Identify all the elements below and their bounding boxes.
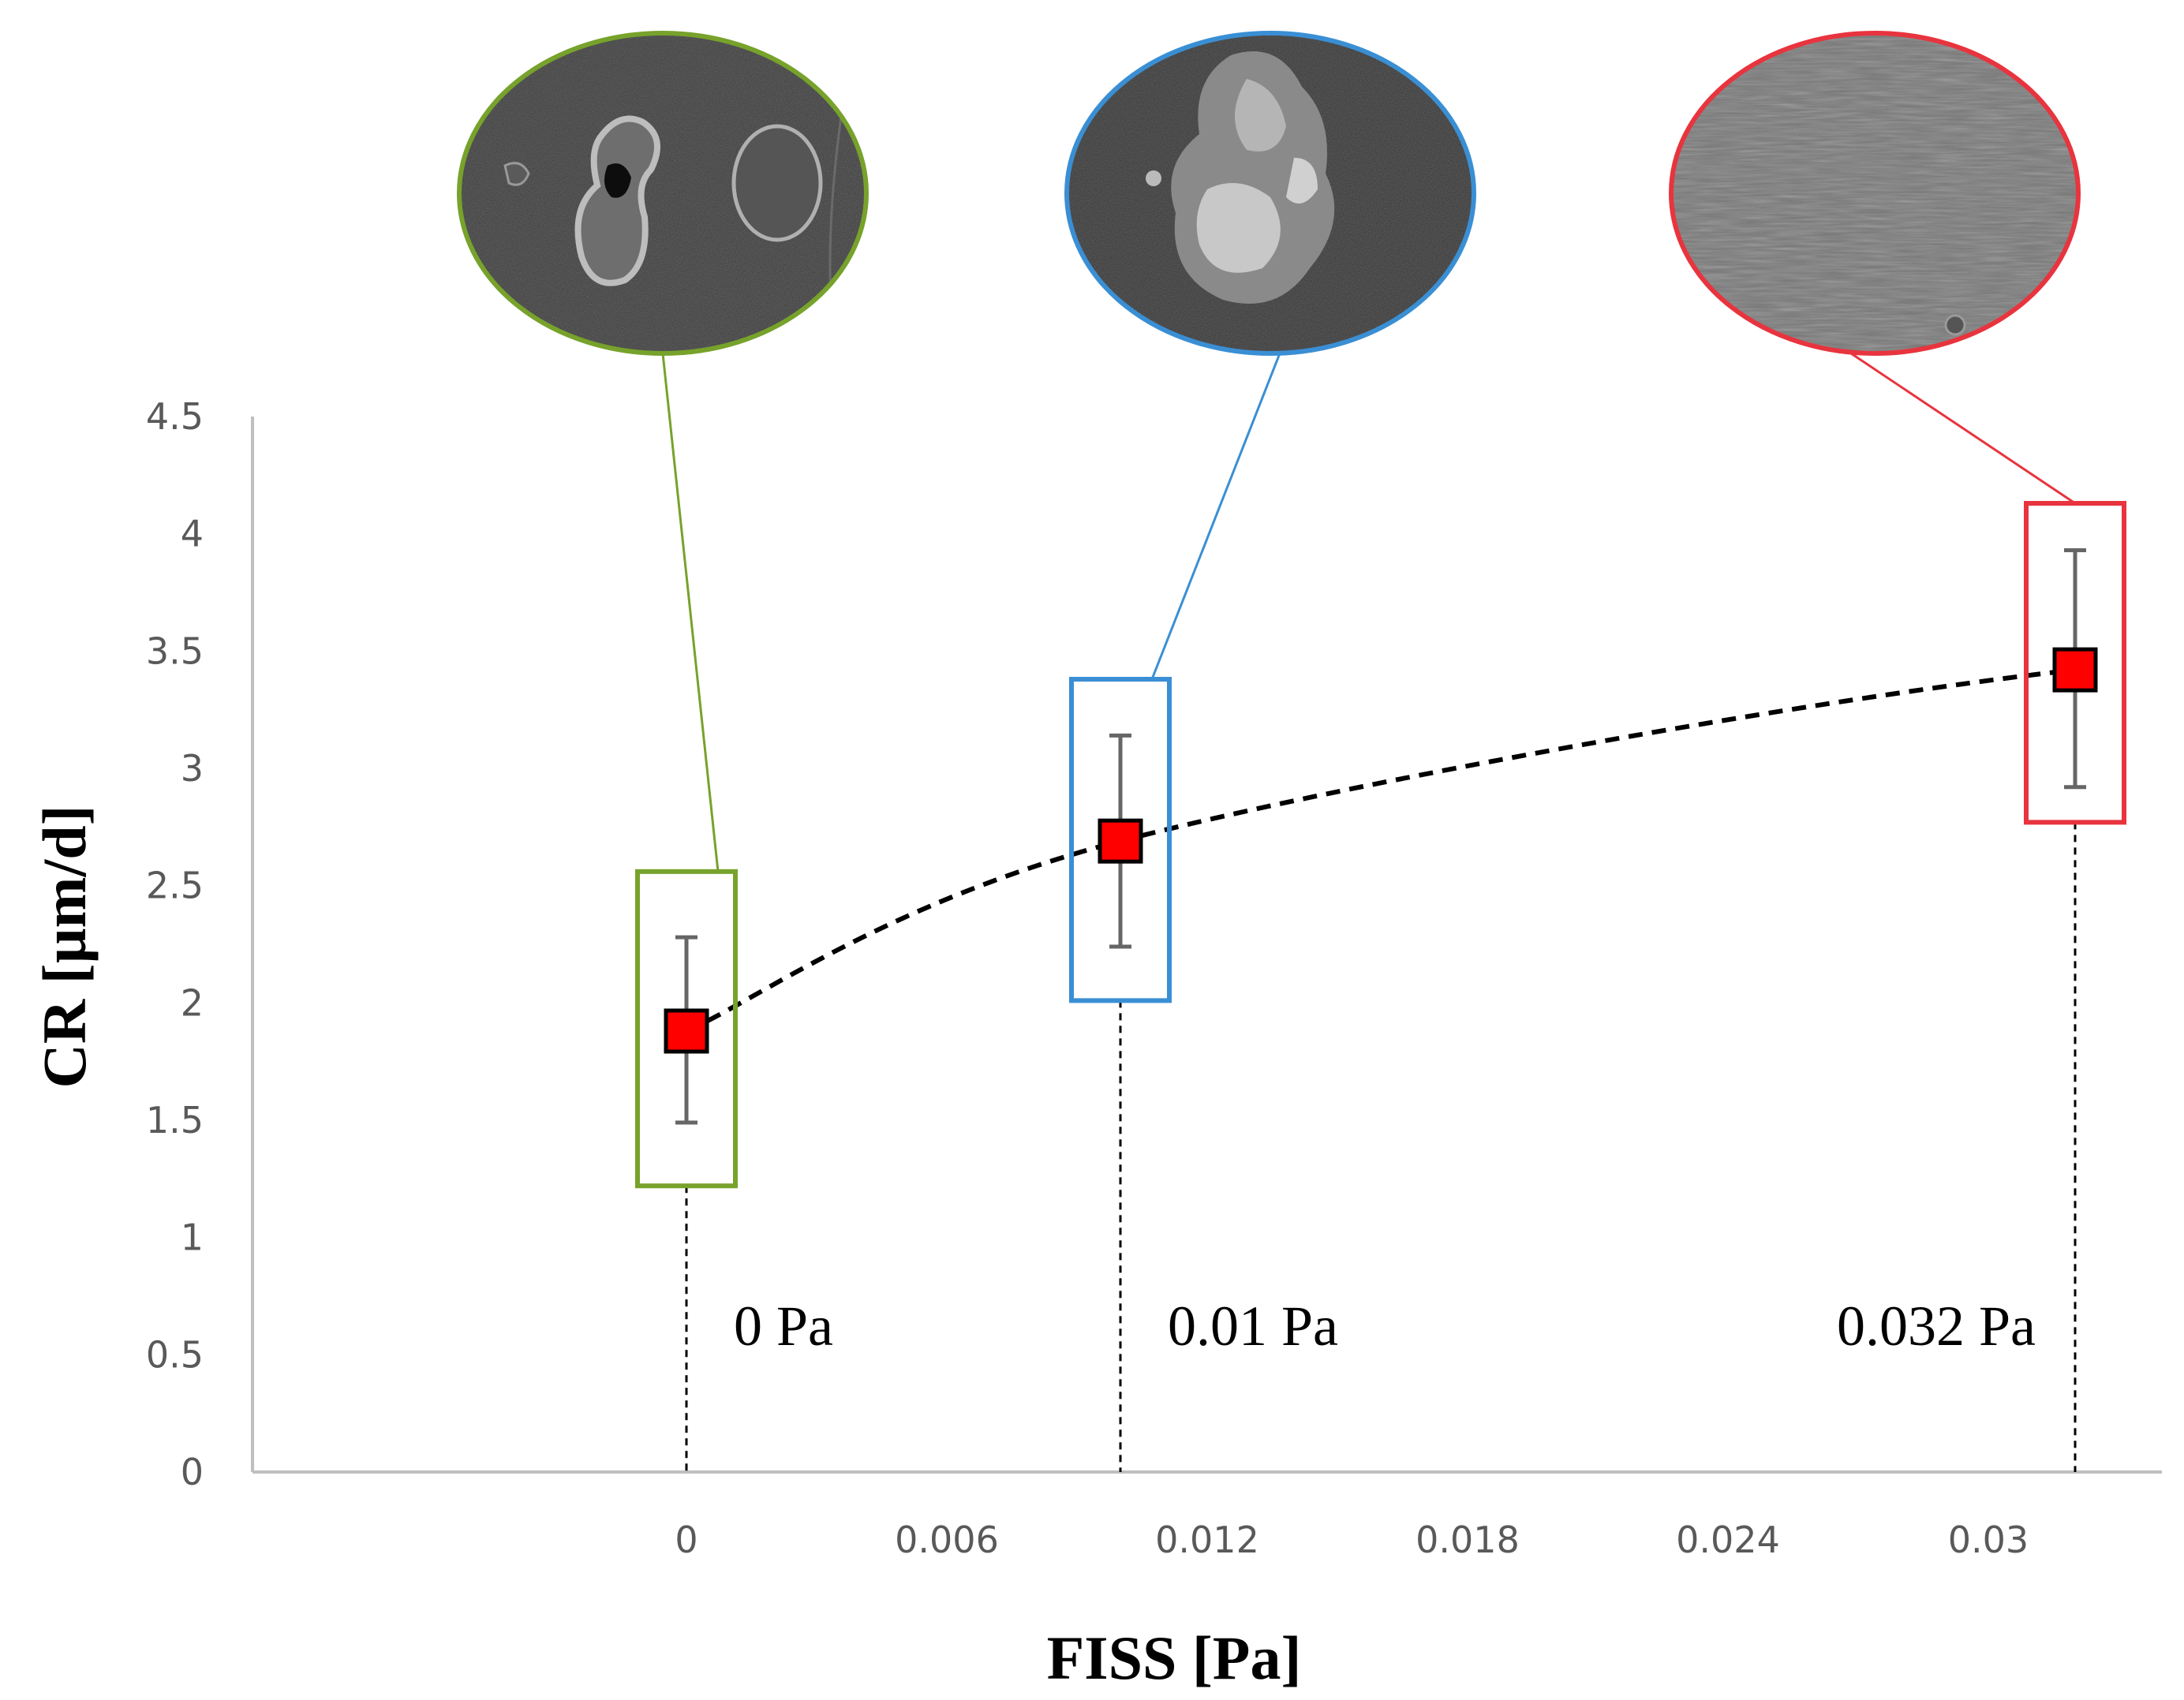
point-label: 0.032 Pa [1837, 1295, 2036, 1358]
data-point-marker [1098, 818, 1143, 864]
point-label: 0 Pa [734, 1295, 833, 1358]
x-tick-label: 0.018 [1415, 1519, 1520, 1561]
data-point-marker [2052, 647, 2098, 693]
y-tick-label: 1 [181, 1216, 204, 1259]
y-tick-label: 3.5 [146, 630, 204, 672]
point-labels: 0 Pa 0.01 Pa 0.032 Pa [734, 1295, 2036, 1358]
highlight-box [1069, 677, 1172, 1003]
connector-line [661, 353, 720, 872]
drop-lines [685, 822, 2077, 1472]
sem-micrograph-pitting [457, 31, 869, 356]
x-tick-label: 0.024 [1676, 1519, 1780, 1561]
x-tick-label: 0.006 [895, 1519, 999, 1561]
highlight-box [2024, 501, 2126, 825]
y-tick-labels: 0 0.5 1 1.5 2 2.5 3 3.5 4 4.5 [146, 395, 204, 1493]
sem-micrograph-corrosion-products [1064, 31, 1476, 356]
y-tick-label: 2.5 [146, 865, 204, 907]
x-tick-label: 0.03 [1948, 1519, 2029, 1561]
point-label: 0.01 Pa [1168, 1295, 1338, 1358]
trend-line [685, 667, 2076, 1033]
y-tick-label: 2 [181, 981, 204, 1024]
y-tick-label: 4.5 [146, 395, 204, 438]
y-tick-label: 1.5 [146, 1099, 204, 1141]
x-tick-label: 0 [675, 1519, 697, 1561]
y-axis-title: CR [µm/d] [30, 805, 99, 1088]
x-axis-title: FISS [Pa] [1047, 1623, 1302, 1692]
y-tick-label: 0.5 [146, 1333, 204, 1376]
x-tick-label: 0.012 [1155, 1519, 1259, 1561]
highlight-boxes [635, 501, 2126, 1189]
highlight-box [635, 869, 738, 1189]
inset-connector-lines [661, 352, 2076, 872]
y-tick-label: 3 [181, 747, 204, 790]
sem-micrograph-uniform-surface [1669, 31, 2081, 356]
connector-line [1150, 353, 1281, 680]
y-tick-label: 4 [181, 513, 204, 555]
data-point-marker [664, 1008, 709, 1054]
data-markers [664, 647, 2098, 1054]
x-tick-labels: 0 0.006 0.012 0.018 0.024 0.03 [675, 1519, 2029, 1561]
y-tick-label: 0 [181, 1451, 204, 1493]
error-bars [675, 547, 2086, 1125]
connector-line [1850, 352, 2076, 505]
